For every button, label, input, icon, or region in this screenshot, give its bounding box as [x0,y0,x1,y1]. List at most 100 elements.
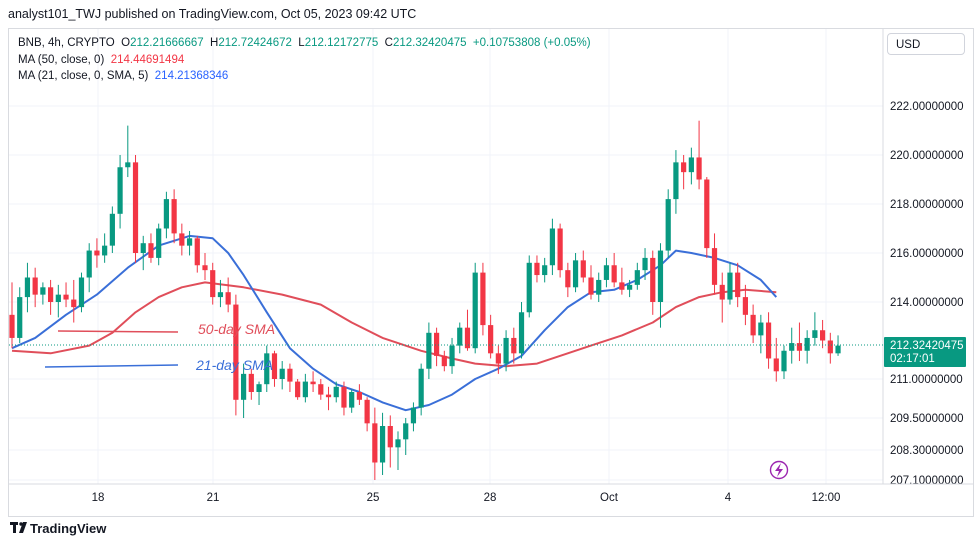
footer-brand[interactable]: TradingView [10,521,106,536]
legend-ohlc-row: BNB, 4h, CRYPTO O212.21666667 H212.72424… [18,35,591,52]
ma50-annotation-line [57,330,179,333]
candle [657,243,664,328]
candle [132,155,139,263]
candle [387,415,393,468]
candle [40,282,46,305]
y-tick-label: 216.00000000 [890,248,964,260]
candle [596,272,602,302]
annotations-group: 50-day SMA 21-day SMA [44,321,275,373]
tradingview-logo-icon [10,521,30,536]
candle [812,312,818,346]
candle [109,206,115,253]
candle [434,327,440,367]
candle [781,345,787,379]
candle [271,350,278,387]
candle [156,223,162,266]
low-label: L [298,37,305,49]
candle [464,309,471,351]
candle [765,312,772,369]
x-tick-label: 28 [484,492,497,504]
candle [773,337,779,382]
candle [279,361,285,390]
open-label: O [121,37,131,49]
candle [264,345,270,392]
time-axis[interactable]: 18 21 25 28 Oct 4 12:00 [9,483,973,504]
low-value: 212.12172775 [304,37,379,49]
candle [241,363,247,418]
candle [526,255,532,318]
candle [495,345,501,374]
candle [94,238,100,268]
candle [379,412,386,475]
candle [186,230,193,256]
y-tick-label: 218.00000000 [890,199,964,211]
ma21-value: 214.21368346 [154,70,229,82]
x-tick-label: 25 [367,492,380,504]
candle [611,253,617,288]
currency-selector[interactable]: USD [887,33,965,55]
candle [642,248,648,280]
candle [549,218,555,276]
candle [341,381,347,416]
candle [163,191,169,239]
candle [673,150,679,214]
candle [727,262,733,305]
candle [603,257,610,288]
candle [735,262,741,308]
y-tick-label: 208.30000000 [890,445,964,457]
candle [488,314,494,359]
candle [225,277,231,313]
ma50-line-group [11,281,777,368]
candle [557,223,563,278]
candle [820,319,826,349]
candle [9,282,15,349]
ma21-annotation: 21-day SMA [195,357,273,373]
price-axis[interactable]: 222.00000000 220.00000000 218.00000000 216.… [882,29,964,487]
y-tick-label: 211.00000000 [890,374,963,386]
candle [742,284,748,326]
candle [480,262,486,336]
candle [48,279,54,315]
x-tick-label: 21 [207,492,220,504]
legend-ma50-row[interactable]: MA (50, close, 0) 214.44691494 [18,52,591,69]
close-value: 212.32420475 [392,37,467,49]
candle [711,233,718,295]
candle [627,279,633,298]
candle [349,389,355,413]
ma50-annotation: 50-day SMA [198,321,275,337]
close-label: C [384,37,393,49]
legend-ma21-row[interactable]: MA (21, close, 0, SMA, 5) 214.21368346 [18,68,591,85]
candle [750,304,756,344]
candle [758,314,764,354]
ma50-line [11,281,777,368]
candle [24,262,31,313]
ma21-label: MA (21, close, 0, SMA, 5) [18,70,149,82]
candle [140,235,146,271]
candle [449,337,455,374]
change-value: +0.10753808 (+0.05%) [472,37,591,49]
candle [310,371,316,392]
symbol-label[interactable]: BNB, 4h, CRYPTO [18,37,115,49]
x-tick-label: Oct [600,492,619,504]
lightning-icon[interactable] [769,460,789,480]
countdown-value: 02:17:01 [890,353,935,365]
candle [256,381,262,405]
last-price-label-bg [884,337,966,368]
x-tick-labels: 18 21 25 28 Oct 4 12:00 [92,492,841,504]
ma21-annotation-line [44,364,179,368]
candle [287,363,293,392]
candle [55,284,61,318]
candle [233,294,239,416]
candle [426,322,432,379]
candle [333,381,339,403]
candle [217,279,224,308]
candle [179,223,185,256]
candle [148,233,154,263]
candle [441,350,447,372]
candle [372,407,378,480]
last-price-value: 212.32420475 [890,340,964,352]
candle [588,265,594,300]
candle [171,189,177,244]
candle [410,402,417,432]
